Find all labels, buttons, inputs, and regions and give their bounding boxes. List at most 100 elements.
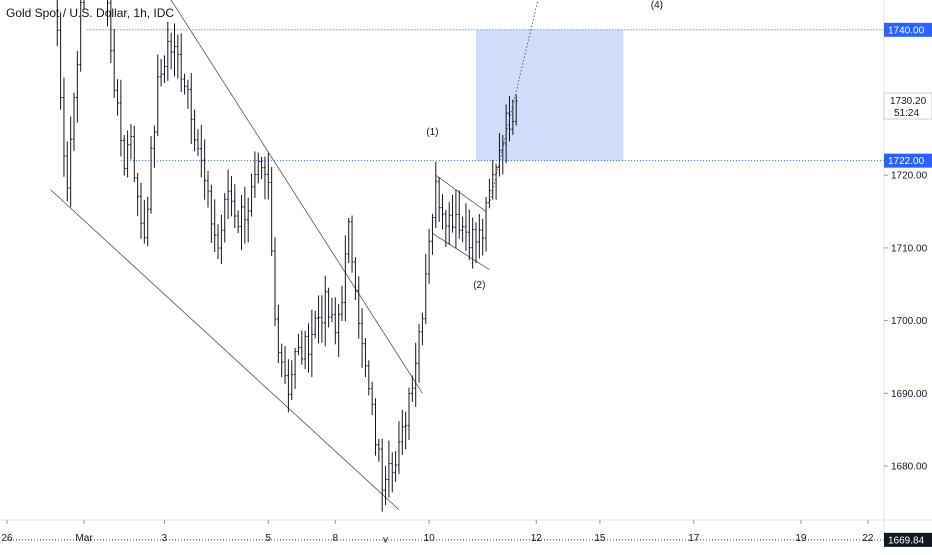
ohlc-bar xyxy=(484,197,488,252)
ohlc-bar xyxy=(300,330,304,365)
ohlc-bar xyxy=(320,295,324,343)
ohlc-bar xyxy=(126,130,129,178)
ohlc-bar xyxy=(421,312,424,346)
ohlc-bar xyxy=(246,197,250,243)
target-box xyxy=(476,29,624,161)
ohlc-bar xyxy=(317,295,320,344)
price-tag-text: 1722.00 xyxy=(888,156,925,167)
ohlc-bar xyxy=(327,287,330,328)
ohlc-bar xyxy=(310,309,314,378)
ohlc-bar xyxy=(478,213,481,259)
ohlc-bar xyxy=(76,50,79,123)
ohlc-bar xyxy=(498,132,501,177)
ohlc-bar xyxy=(240,195,243,251)
ohlc-bar xyxy=(434,161,438,229)
ohlc-bar xyxy=(186,79,190,109)
ohlc-bar xyxy=(404,411,407,450)
flag-upper-trendline xyxy=(435,174,487,212)
ohlc-bar xyxy=(401,409,404,455)
time-tick-label: Mar xyxy=(75,533,93,544)
time-tick-label: 19 xyxy=(795,533,807,544)
ohlc-bar xyxy=(263,156,267,200)
ohlc-bar xyxy=(280,343,283,378)
price-bars xyxy=(56,0,518,512)
ohlc-bar xyxy=(56,0,59,46)
ohlc-bar xyxy=(59,12,62,110)
ohlc-bar xyxy=(176,34,180,79)
ohlc-bar xyxy=(394,451,397,482)
ohlc-bar xyxy=(179,33,183,92)
wave-label: v xyxy=(383,534,388,545)
ohlc-bar xyxy=(159,58,163,87)
time-axis: 26 Mar 3 5 8 10 12 15 17 19 22 xyxy=(0,519,932,544)
ohlc-bar xyxy=(441,194,444,230)
ohlc-bar xyxy=(66,141,69,202)
ohlc-bar xyxy=(109,0,113,63)
ohlc-bar xyxy=(260,156,263,179)
ohlc-bar xyxy=(387,440,391,498)
ohlc-bar xyxy=(468,209,471,261)
ohlc-bar xyxy=(119,79,123,157)
ohlc-bar xyxy=(200,124,203,178)
ohlc-bar xyxy=(69,116,72,208)
ohlc-bar xyxy=(297,333,300,356)
ohlc-bar xyxy=(471,217,474,269)
ohlc-bar xyxy=(464,203,468,251)
ohlc-bar xyxy=(166,21,170,81)
ohlc-bar xyxy=(457,190,461,239)
ohlc-bar xyxy=(330,297,334,323)
ohlc-bar xyxy=(380,438,384,512)
price-level-tag: 1669.84 xyxy=(884,532,932,547)
ohlc-bar xyxy=(437,177,441,223)
ohlc-bar xyxy=(256,152,260,184)
price-level-tag: 1722.00 xyxy=(884,153,932,168)
ohlc-bar xyxy=(163,55,166,83)
time-tick-label: 22 xyxy=(862,533,874,544)
time-tick-label: 3 xyxy=(162,533,168,544)
price-tag-bg xyxy=(884,153,932,168)
ohlc-bar xyxy=(112,28,116,98)
ohlc-bar xyxy=(136,173,139,217)
ohlc-bar xyxy=(233,184,237,229)
price-tick-label: 1700.00 xyxy=(891,316,928,327)
ohlc-bar xyxy=(173,23,176,77)
ohlc-bar xyxy=(303,330,307,370)
ohlc-bar xyxy=(444,210,448,247)
time-tick-label: 5 xyxy=(266,533,272,544)
ohlc-bar xyxy=(169,32,173,70)
price-tag-text: 1740.00 xyxy=(888,25,925,36)
price-tick-label: 1690.00 xyxy=(891,389,928,400)
ohlc-bar xyxy=(213,199,216,253)
ohlc-bar xyxy=(407,387,411,440)
ohlc-bar xyxy=(411,375,414,403)
wave-label: (2) xyxy=(473,280,485,291)
ohlc-bar xyxy=(146,196,149,247)
ohlc-bar xyxy=(183,73,186,95)
ohlc-bar xyxy=(307,323,310,373)
price-tag-text: 1669.84 xyxy=(888,535,925,546)
ohlc-bar xyxy=(494,163,498,200)
ohlc-bar xyxy=(129,124,133,160)
ohlc-bar xyxy=(347,217,350,263)
ohlc-bar xyxy=(122,134,126,176)
price-tick-label: 1680.00 xyxy=(891,462,928,473)
ohlc-bar xyxy=(193,109,196,152)
ohlc-bar xyxy=(107,0,109,27)
ohlc-bar xyxy=(223,192,227,243)
ohlc-bar xyxy=(384,465,387,506)
ohlc-bar xyxy=(153,125,156,168)
ohlc-bar xyxy=(417,323,421,383)
ohlc-bar xyxy=(390,452,394,493)
ohlc-bar xyxy=(491,159,495,200)
ohlc-bar xyxy=(474,222,478,264)
ohlc-bar xyxy=(451,194,454,233)
last-price-value: 1730.20 xyxy=(890,96,927,107)
ohlc-bar xyxy=(143,199,146,244)
ohlc-bar xyxy=(370,381,374,416)
ohlc-bar xyxy=(374,398,377,456)
ohlc-bar xyxy=(116,79,119,116)
ohlc-bar xyxy=(189,72,193,144)
